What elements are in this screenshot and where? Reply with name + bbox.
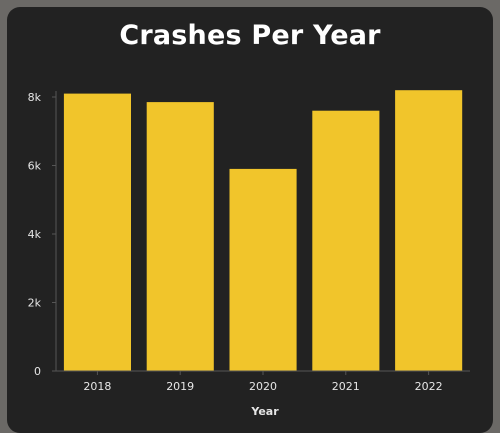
bar-2018	[63, 93, 131, 371]
x-tick-label: 2020	[249, 380, 277, 393]
x-axis-title: Year	[250, 405, 279, 418]
y-tick-label: 4k	[28, 228, 42, 241]
x-tick-label: 2021	[332, 380, 360, 393]
y-tick-label: 6k	[28, 160, 42, 173]
y-tick-label: 8k	[28, 91, 42, 104]
bar-chart: 0 2k 4k 6k 8k 2018 2019 2020 2021 2022 Year	[28, 90, 470, 418]
bar-2021	[312, 110, 380, 371]
chart-title: Crashes Per Year	[119, 20, 381, 51]
x-tick-label: 2022	[415, 380, 443, 393]
bar-2019	[146, 102, 214, 371]
bar-2020	[229, 168, 297, 371]
y-tick-label: 2k	[28, 297, 42, 310]
y-axis: 0 2k 4k 6k 8k	[28, 91, 57, 378]
x-axis: 2018 2019 2020 2021 2022	[56, 370, 470, 393]
x-tick-label: 2018	[83, 380, 111, 393]
y-tick-label: 0	[34, 365, 41, 378]
chart-card: Crashes Per Year 0 2k 4k 6k 8k 2018 2019 2020 2…	[7, 7, 493, 433]
x-tick-label: 2019	[166, 380, 194, 393]
bar-2022	[395, 90, 463, 371]
bar-group	[63, 90, 463, 371]
